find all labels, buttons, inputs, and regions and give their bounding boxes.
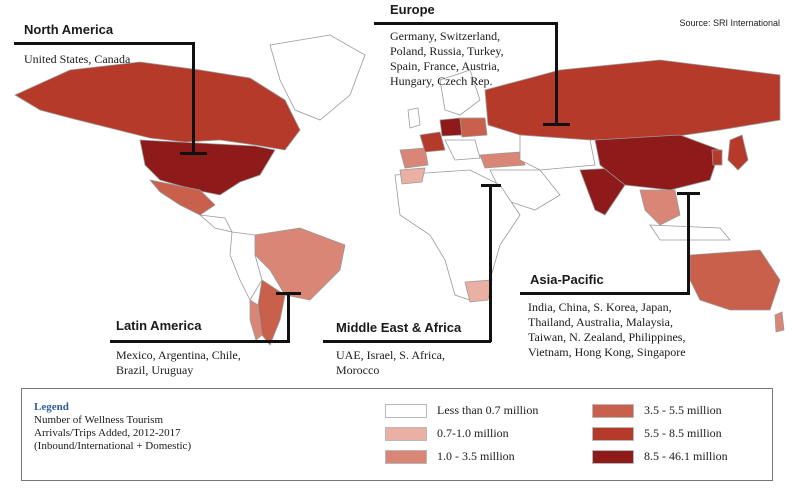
legend: Legend Number of Wellness Tourism Arriva… [21, 388, 773, 481]
legend-item: 8.5 - 46.1 million [592, 449, 728, 464]
region-middle-east-africa: Middle East & Africa [336, 320, 461, 335]
japan [727, 134, 749, 171]
legend-item: Less than 0.7 million [385, 403, 538, 418]
europe-leader-v [555, 22, 558, 125]
region-countries: UAE, Israel, S. Africa, Morocco [336, 348, 445, 377]
legend-item: 1.0 - 3.5 million [385, 449, 515, 464]
central-asia [519, 134, 596, 171]
region-middle-east-africa-countries: UAE, Israel, S. Africa, Morocco [336, 348, 445, 378]
middle-east-leader-v [489, 184, 492, 342]
legend-item: 5.5 - 8.5 million [592, 426, 722, 441]
north-america-leader-tip [180, 152, 207, 155]
legend-swatch [385, 426, 427, 441]
region-asia-pacific: Asia-Pacific [530, 272, 604, 287]
latin-america-leader-h [110, 340, 290, 343]
region-north-america: North America [24, 22, 113, 37]
latin-america-leader-v [287, 292, 290, 342]
legend-swatch [592, 449, 634, 464]
region-europe-countries: Germany, Switzerland, Poland, Russia, Tu… [390, 29, 504, 89]
legend-label: 3.5 - 5.5 million [644, 403, 722, 417]
africa [394, 169, 521, 301]
region-latin-america-countries: Mexico, Argentina, Chile, Brazil, Urugua… [116, 348, 241, 378]
region-title: Europe [390, 2, 435, 17]
legend-swatch [385, 403, 427, 418]
region-north-america-countries: United States, Canada [24, 52, 130, 67]
legend-label: Less than 0.7 million [437, 403, 539, 417]
region-latin-america: Latin America [116, 318, 202, 333]
chile [249, 299, 263, 341]
legend-label: 5.5 - 8.5 million [644, 426, 722, 440]
france [419, 131, 446, 153]
legend-swatch [592, 426, 634, 441]
source-note: Source: SRI International [679, 18, 780, 28]
asia-pacific-leader-h [520, 292, 690, 295]
north-america-leader-v [192, 42, 195, 154]
middle-east-leader-h [323, 340, 491, 343]
asia-pacific-leader-tip [677, 192, 700, 195]
legend-swatch [385, 449, 427, 464]
korea [711, 149, 723, 166]
legend-label: 8.5 - 46.1 million [644, 449, 728, 463]
russia [484, 59, 781, 141]
turkey [479, 151, 526, 169]
legend-title: Legend [34, 401, 69, 413]
latin-america-leader-tip [276, 292, 301, 295]
legend-swatch [592, 403, 634, 418]
asia-pacific-leader-v [687, 192, 690, 294]
region-title: Middle East & Africa [336, 320, 462, 335]
china [594, 134, 721, 191]
southeast-asia [639, 189, 681, 226]
world-map [14, 34, 785, 346]
central-america [198, 214, 233, 233]
region-title: Latin America [116, 318, 202, 333]
greenland [269, 34, 366, 121]
canada [14, 61, 301, 151]
spain [399, 147, 429, 169]
region-countries: Mexico, Argentina, Chile, Brazil, Urugua… [116, 348, 241, 377]
legend-item: 3.5 - 5.5 million [592, 403, 722, 418]
australia [689, 249, 781, 311]
north-america-leader-h [14, 42, 194, 45]
italy-balkans [444, 139, 481, 161]
usa [139, 139, 276, 196]
indonesia [649, 224, 731, 241]
brazil [254, 227, 346, 301]
region-title: Asia-Pacific [530, 272, 604, 287]
region-countries: India, China, S. Korea, Japan, Thailand,… [528, 300, 686, 359]
europe-leader-tip [543, 123, 570, 126]
europe-leader-h [374, 22, 557, 25]
poland-central-europe [459, 117, 488, 138]
region-countries: Germany, Switzerland, Poland, Russia, Tu… [390, 29, 504, 88]
south-africa [464, 279, 493, 303]
legend-item: 0.7-1.0 million [385, 426, 509, 441]
legend-description: Number of Wellness Tourism Arrivals/Trip… [34, 414, 192, 452]
legend-label: 0.7-1.0 million [437, 426, 509, 440]
middle-east-leader-tip [481, 184, 501, 187]
germany [439, 117, 463, 137]
region-title: North America [24, 22, 114, 37]
scandinavia [439, 69, 481, 116]
region-asia-pacific-countries: India, China, S. Korea, Japan, Thailand,… [528, 300, 686, 360]
legend-label: 1.0 - 3.5 million [437, 449, 515, 463]
morocco [399, 167, 426, 185]
new-zealand [774, 311, 785, 333]
region-europe: Europe [390, 2, 435, 17]
region-countries: United States, Canada [24, 52, 131, 66]
uk [407, 107, 421, 129]
south-america-west [229, 231, 263, 301]
